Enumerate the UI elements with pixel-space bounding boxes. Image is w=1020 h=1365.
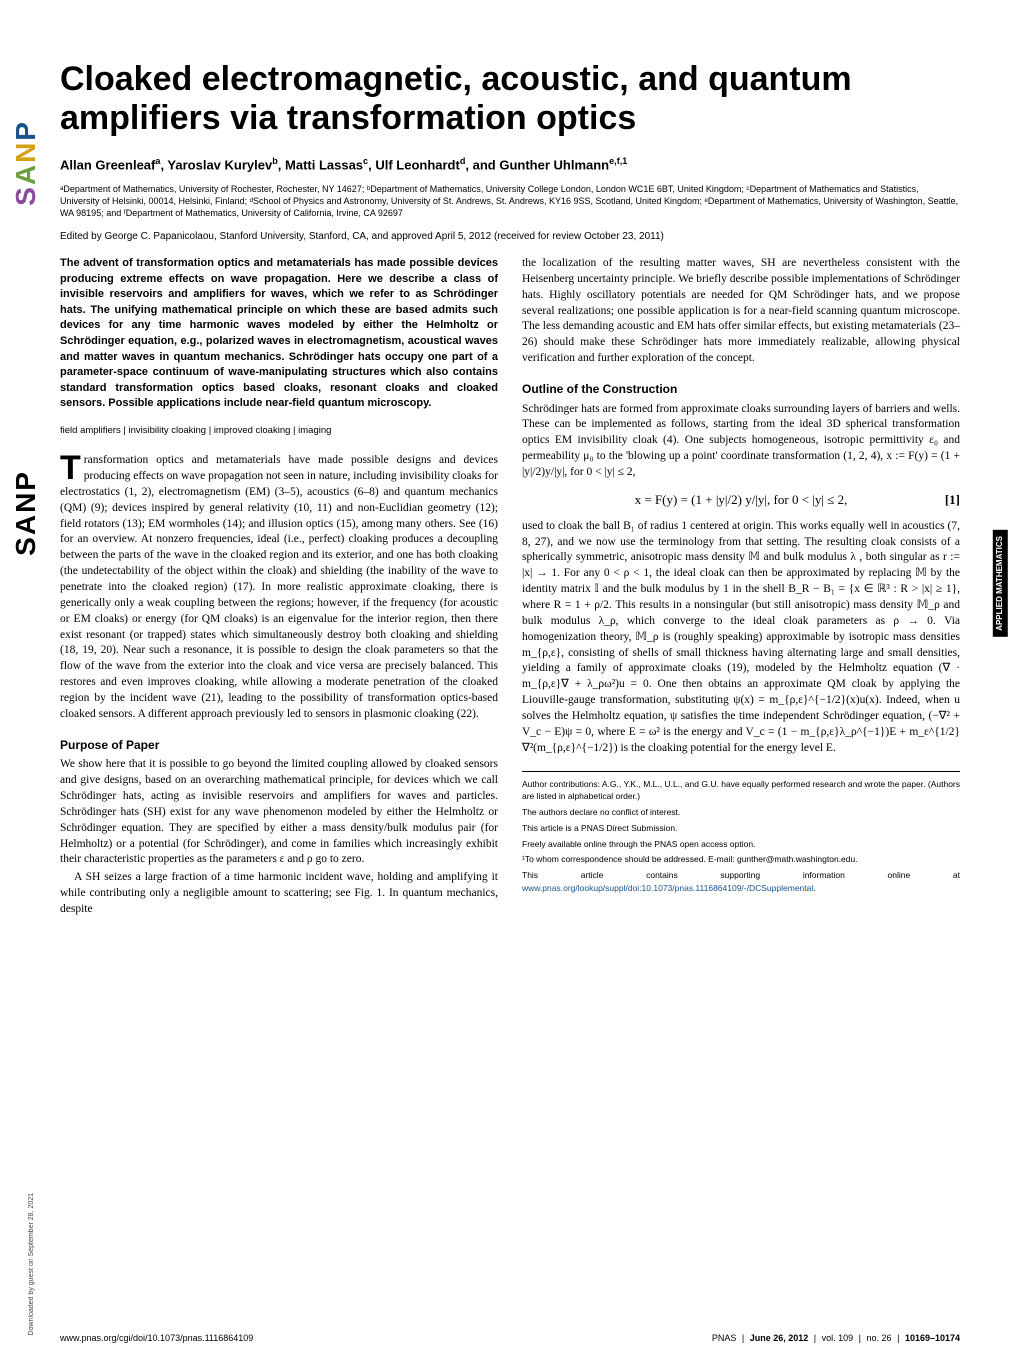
- logo-s: S: [10, 185, 41, 206]
- keywords: field amplifiers | invisibility cloaking…: [60, 424, 498, 437]
- pnas-logo-repeat: SANP: [10, 470, 42, 556]
- col2-p2: Schrödinger hats are formed from approxi…: [522, 402, 960, 481]
- download-note: Downloaded by guest on September 28, 202…: [28, 1193, 35, 1335]
- column-right: the localization of the resulting matter…: [522, 256, 960, 920]
- equation-1: x = F(y) = (1 + |y|/2) y/|y|, for 0 < |y…: [522, 491, 960, 509]
- supplemental-link[interactable]: www.pnas.org/lookup/suppl/doi:10.1073/pn…: [522, 883, 813, 893]
- equation-1-body: x = F(y) = (1 + |y|/2) y/|y|, for 0 < |y…: [635, 492, 848, 507]
- two-column-layout: The advent of transformation optics and …: [60, 256, 960, 920]
- author-footer-box: Author contributions: A.G., Y.K., M.L., …: [522, 771, 960, 895]
- citation: PNAS | June 26, 2012 | vol. 109 | no. 26…: [712, 1333, 960, 1343]
- section-purpose: Purpose of Paper: [60, 737, 498, 754]
- equation-1-number: [1]: [945, 491, 960, 509]
- dropcap: T: [60, 453, 84, 484]
- logo-p: P: [10, 120, 41, 141]
- intro-paragraph: Transformation optics and metamaterials …: [60, 453, 498, 723]
- correspondence: ¹To whom correspondence should be addres…: [522, 853, 960, 866]
- section-outline: Outline of the Construction: [522, 381, 960, 398]
- affiliations: ᵃDepartment of Mathematics, University o…: [60, 183, 960, 219]
- supplemental-info: This article contains supporting informa…: [522, 869, 960, 895]
- author-contributions: Author contributions: A.G., Y.K., M.L., …: [522, 778, 960, 804]
- section-label: APPLIED MATHEMATICS: [993, 530, 1008, 637]
- doi-link[interactable]: www.pnas.org/cgi/doi/10.1073/pnas.111686…: [60, 1333, 253, 1343]
- abstract: The advent of transformation optics and …: [60, 256, 498, 412]
- page-footer: www.pnas.org/cgi/doi/10.1073/pnas.111686…: [60, 1333, 960, 1343]
- article-content: Cloaked electromagnetic, acoustic, and q…: [60, 60, 960, 920]
- col2-p3: used to cloak the ball B₁ of radius 1 ce…: [522, 519, 960, 757]
- conflict-statement: The authors declare no conflict of inter…: [522, 806, 960, 819]
- col2-p1: the localization of the resulting matter…: [522, 256, 960, 367]
- purpose-p1: We show here that it is possible to go b…: [60, 757, 498, 868]
- purpose-p2: A SH seizes a large fraction of a time h…: [60, 870, 498, 918]
- logo-a: A: [10, 163, 41, 185]
- sidebar: SANP SANP Downloaded by guest on Septemb…: [0, 0, 48, 1365]
- open-access: Freely available online through the PNAS…: [522, 838, 960, 851]
- edited-by: Edited by George C. Papanicolaou, Stanfo…: [60, 231, 960, 242]
- authors: Allan Greenleafa, Yaroslav Kurylevb, Mat…: [60, 156, 960, 172]
- article-title: Cloaked electromagnetic, acoustic, and q…: [60, 60, 960, 138]
- column-left: The advent of transformation optics and …: [60, 256, 498, 920]
- submission-type: This article is a PNAS Direct Submission…: [522, 822, 960, 835]
- pnas-logo: SANP: [10, 120, 42, 206]
- logo-n: N: [10, 141, 41, 163]
